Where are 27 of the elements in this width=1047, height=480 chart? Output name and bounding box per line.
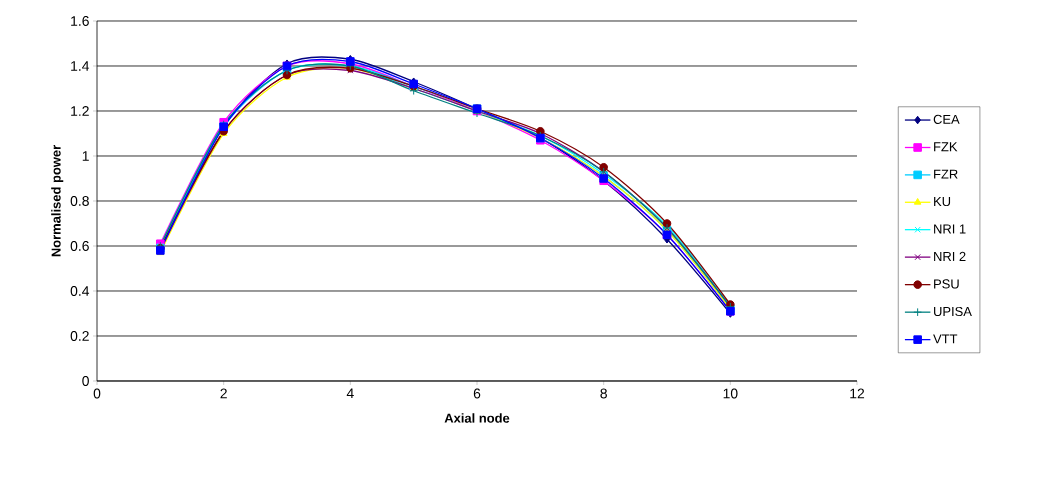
legend-label: NRI 2 [934, 251, 966, 261]
x-tick-label: 0 [93, 388, 101, 399]
legend-label: UPISA [934, 306, 972, 317]
legend-label: FZR [934, 169, 958, 179]
y-tick-label: 0.8 [70, 196, 89, 206]
x-tick-label: 2 [220, 388, 227, 399]
y-tick-label: 1.4 [71, 61, 90, 71]
legend-label: CEA [933, 114, 960, 124]
legend-label: PSU [934, 279, 959, 289]
x-axis-title: Axial node [444, 413, 510, 423]
x-tick-label: 8 [600, 388, 607, 399]
x-tick-label: 4 [346, 388, 354, 399]
y-tick-label: 1.6 [71, 16, 89, 26]
y-tick-label: 0 [82, 376, 89, 386]
legend-label: VTT [933, 334, 958, 344]
y-tick-label: 0.2 [70, 331, 89, 341]
legend-label: FZK [934, 142, 958, 152]
y-tick-label: 1.2 [71, 106, 89, 116]
y-tick-label: 0.6 [70, 241, 89, 251]
y-tick-label: 0.4 [70, 286, 90, 296]
legend-label: KU [934, 197, 951, 207]
legend-label: NRI 1 [934, 224, 966, 234]
y-axis-title: Normalised power [51, 145, 64, 257]
x-tick-label: 6 [473, 388, 481, 399]
x-tick-label: 10 [723, 388, 738, 399]
x-tick-label: 12 [850, 388, 865, 399]
y-tick-label: 1 [82, 151, 89, 161]
